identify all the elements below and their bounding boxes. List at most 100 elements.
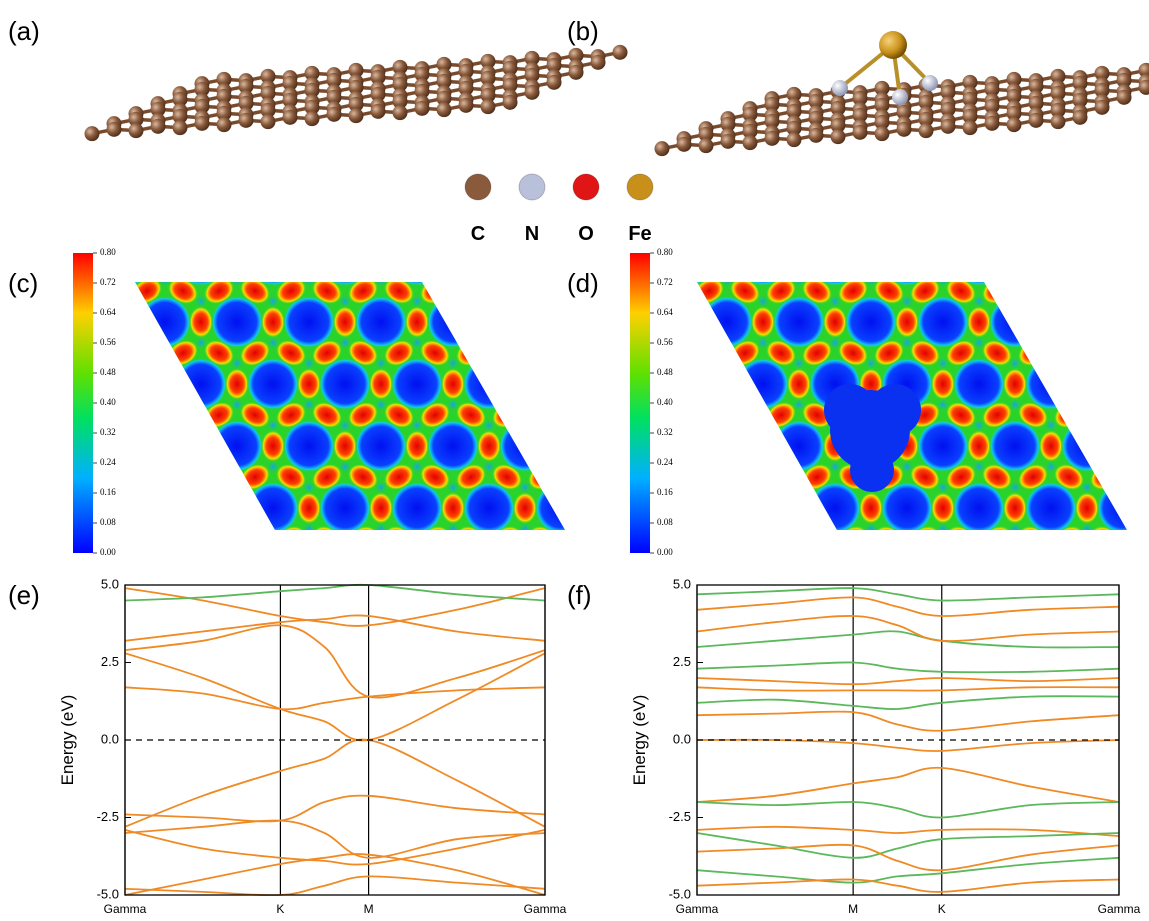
hollow — [1097, 234, 1149, 286]
carbon-atom — [875, 126, 890, 141]
hollow — [845, 296, 897, 348]
x-tick-label: Gamma — [676, 902, 719, 916]
carbon-atom — [525, 85, 540, 100]
bond-density — [307, 707, 347, 744]
bond-density — [415, 211, 455, 248]
atom-site — [590, 480, 604, 494]
bond-density — [977, 645, 1017, 682]
bond-density — [499, 244, 523, 276]
bond-density — [883, 583, 923, 620]
bond-density — [1121, 335, 1149, 372]
atom-site — [122, 542, 136, 556]
bond-density — [19, 335, 59, 372]
bond-density — [343, 583, 383, 620]
bond-density — [787, 492, 811, 524]
band — [697, 712, 1119, 731]
bond-density — [689, 459, 729, 496]
legend-label: N — [525, 223, 539, 245]
bond-density — [1049, 583, 1089, 620]
atom-site — [936, 232, 950, 246]
bond-density — [689, 645, 729, 682]
bond-density — [689, 583, 729, 620]
bond-density — [153, 616, 177, 648]
bond-density — [523, 397, 563, 434]
atom-site — [662, 232, 676, 246]
panel-label: (f) — [567, 580, 592, 610]
hollow — [1025, 482, 1077, 534]
atom-site — [482, 542, 496, 556]
bond-density — [905, 211, 945, 248]
atom-site — [14, 480, 28, 494]
bond-density — [1121, 397, 1149, 434]
band — [697, 662, 1119, 672]
bond-density — [199, 211, 239, 248]
carbon-atom — [1029, 113, 1044, 128]
bond-density — [9, 616, 33, 648]
bond-density — [499, 368, 523, 400]
colorbar-label: 0.32 — [100, 427, 116, 437]
atom-site — [986, 708, 1000, 722]
bond-density — [653, 211, 693, 248]
atom-site — [504, 356, 518, 370]
atom-site — [878, 604, 892, 618]
hollow — [953, 234, 1005, 286]
bond-density — [163, 707, 203, 744]
bond-density — [703, 397, 743, 434]
bond-density — [369, 492, 393, 524]
legend-label: C — [471, 223, 485, 245]
x-tick-label: Gamma — [1098, 902, 1141, 916]
bond-density — [1111, 430, 1135, 462]
carbon-atom — [129, 123, 144, 138]
atom-site — [698, 584, 712, 598]
bond-density — [729, 244, 753, 276]
hollow — [715, 668, 767, 720]
bond-density — [127, 211, 167, 248]
hollow — [737, 606, 789, 658]
atom-site — [576, 522, 590, 536]
atom-site — [590, 604, 604, 618]
atom-site — [972, 708, 986, 722]
bond-density — [693, 182, 717, 214]
atom-site — [900, 542, 914, 556]
hollow — [0, 296, 47, 348]
bond-density — [905, 645, 945, 682]
hollow — [773, 296, 825, 348]
atom-site — [194, 418, 208, 432]
hollow — [319, 234, 371, 286]
hollow — [1061, 544, 1113, 596]
bond-density — [487, 273, 527, 310]
hollow — [175, 358, 227, 410]
hollow — [139, 172, 191, 224]
bond-density — [559, 645, 599, 682]
atom-site — [554, 294, 568, 308]
bond-density — [883, 645, 923, 682]
atom-site — [122, 666, 136, 680]
colorbar-label: 0.24 — [657, 457, 673, 467]
bond-density — [581, 521, 621, 558]
hollow — [1061, 420, 1113, 472]
bond-density — [9, 492, 33, 524]
bond-density — [667, 211, 707, 248]
bond-density — [127, 335, 167, 372]
atom-site — [576, 398, 590, 412]
bond-density — [1075, 244, 1099, 276]
atom-legend: CNOFe — [465, 174, 653, 245]
atom-site — [612, 666, 626, 680]
bond-density — [761, 211, 801, 248]
bond-density — [1085, 397, 1125, 434]
bond-density — [523, 707, 563, 744]
atom-site — [1008, 646, 1022, 660]
bond-density — [703, 459, 743, 496]
bond-density — [127, 707, 167, 744]
bond-density — [607, 554, 631, 586]
carbon-atom — [327, 107, 342, 122]
bond-density — [1085, 211, 1125, 248]
atom-site — [734, 522, 748, 536]
legend-swatch — [627, 174, 653, 200]
bond-density — [797, 521, 837, 558]
atom-site — [158, 604, 172, 618]
bond-density — [117, 678, 141, 710]
bond-density — [941, 645, 981, 682]
atom-site — [1080, 604, 1094, 618]
hollow — [485, 296, 537, 348]
